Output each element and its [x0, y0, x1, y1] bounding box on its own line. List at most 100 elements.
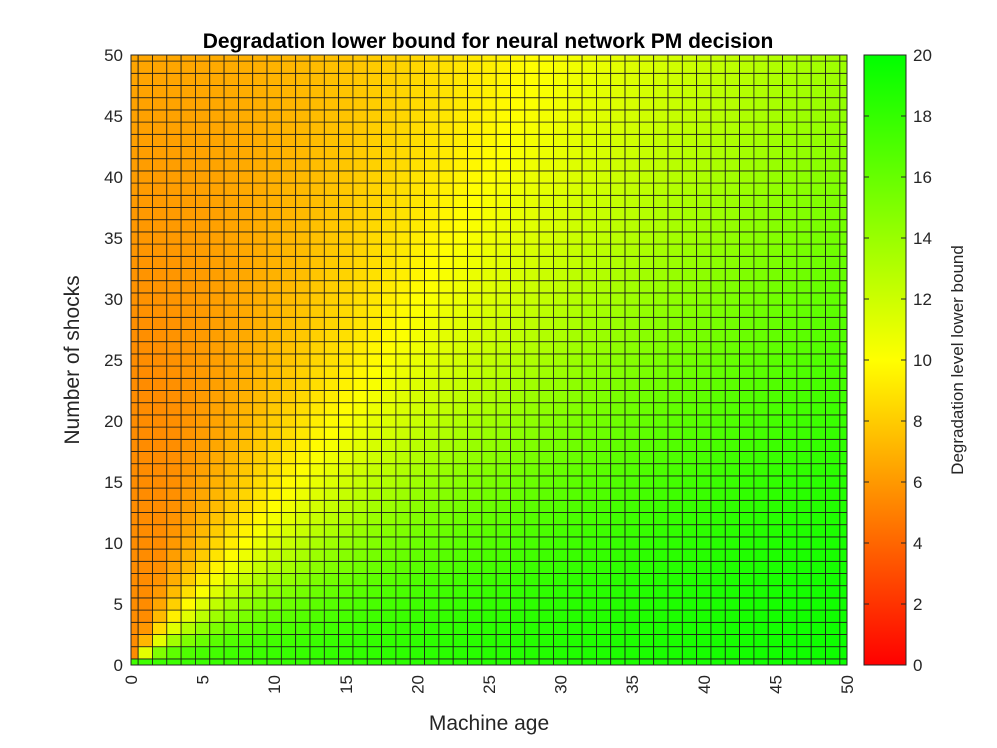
heatmap-cell [252, 121, 268, 135]
heatmap-cell [638, 646, 655, 660]
heatmap-cell [424, 316, 440, 330]
heatmap-cell [467, 451, 483, 465]
heatmap-cell [825, 207, 841, 221]
heatmap-cell [681, 353, 698, 367]
heatmap-cell [825, 268, 841, 282]
heatmap-cell [381, 182, 397, 196]
heatmap-cell [438, 341, 454, 355]
heatmap-cell [739, 121, 755, 135]
heatmap-cell [681, 146, 698, 160]
heatmap-cell [510, 597, 526, 611]
heatmap-cell [796, 365, 812, 379]
heatmap-cell [782, 133, 798, 147]
heatmap-cell [137, 133, 153, 147]
heatmap-cell [581, 524, 597, 538]
heatmap-cell [467, 426, 483, 440]
heatmap-cell [667, 426, 683, 440]
heatmap-cell [567, 316, 583, 330]
heatmap-cell [467, 97, 483, 111]
heatmap-cell [624, 85, 640, 99]
heatmap-cell [767, 268, 783, 282]
heatmap-cell [753, 487, 769, 501]
heatmap-cell [352, 621, 368, 635]
heatmap-cell [352, 365, 368, 379]
heatmap-cell [767, 292, 783, 306]
heatmap-cell [323, 609, 340, 623]
heatmap-cell [710, 512, 726, 526]
heatmap-cell [338, 390, 354, 404]
heatmap-cell [510, 536, 526, 550]
heatmap-cell [209, 207, 225, 221]
heatmap-cell [166, 207, 182, 221]
heatmap-cell [366, 438, 382, 452]
heatmap-cell [180, 634, 196, 648]
heatmap-cell [152, 609, 168, 623]
heatmap-cell [610, 634, 626, 648]
heatmap-cell [381, 487, 397, 501]
heatmap-cell [753, 536, 769, 550]
heatmap-cell [381, 377, 397, 391]
heatmap-cell [724, 292, 741, 306]
heatmap-cell [252, 512, 268, 526]
heatmap-cell [338, 85, 354, 99]
heatmap-cell [667, 621, 683, 635]
heatmap-cell [381, 329, 397, 343]
heatmap-cell [681, 54, 698, 62]
heatmap-cell [567, 524, 583, 538]
heatmap-cell [739, 573, 755, 587]
heatmap-cell [237, 414, 254, 428]
heatmap-cell [130, 255, 139, 269]
heatmap-cell [467, 243, 483, 257]
heatmap-cell [130, 573, 139, 587]
heatmap-cell [553, 255, 569, 269]
heatmap-cell [195, 414, 211, 428]
heatmap-cell [696, 268, 712, 282]
heatmap-cell [796, 634, 812, 648]
heatmap-cell [667, 158, 683, 172]
heatmap-cell [166, 316, 182, 330]
heatmap-cell [280, 402, 297, 416]
heatmap-cell [495, 402, 511, 416]
heatmap-cell [724, 194, 741, 208]
heatmap-cell [452, 390, 468, 404]
heatmap-cell [495, 646, 511, 660]
heatmap-cell [130, 243, 139, 257]
heatmap-cell [538, 133, 554, 147]
heatmap-cell [481, 292, 497, 306]
heatmap-cell [553, 194, 569, 208]
heatmap-cell [195, 292, 211, 306]
heatmap-cell [481, 621, 497, 635]
heatmap-cell [295, 60, 311, 74]
heatmap-cell [352, 170, 368, 184]
heatmap-cell [280, 121, 297, 135]
heatmap-cell [696, 426, 712, 440]
heatmap-cell [352, 304, 368, 318]
heatmap-cell [767, 194, 783, 208]
heatmap-cell [395, 353, 411, 367]
heatmap-cell [653, 609, 669, 623]
heatmap-cell [596, 207, 612, 221]
heatmap-cell [667, 463, 683, 477]
heatmap-cell [137, 170, 153, 184]
heatmap-cell [338, 109, 354, 123]
heatmap-cell [796, 512, 812, 526]
heatmap-cell [610, 182, 626, 196]
heatmap-cell [839, 597, 848, 611]
heatmap-cell [323, 499, 340, 513]
heatmap-cell [352, 353, 368, 367]
heatmap-cell [352, 499, 368, 513]
heatmap-cell [137, 609, 153, 623]
heatmap-cell [839, 316, 848, 330]
heatmap-cell [209, 60, 225, 74]
heatmap-cell [495, 60, 511, 74]
heatmap-cell [481, 536, 497, 550]
heatmap-cell [839, 646, 848, 660]
heatmap-cell [667, 402, 683, 416]
heatmap-cell [309, 524, 325, 538]
heatmap-cell [309, 121, 325, 135]
heatmap-cell [209, 438, 225, 452]
heatmap-cell [352, 280, 368, 294]
heatmap-cell [724, 621, 741, 635]
heatmap-cell [424, 451, 440, 465]
heatmap-cell [710, 304, 726, 318]
